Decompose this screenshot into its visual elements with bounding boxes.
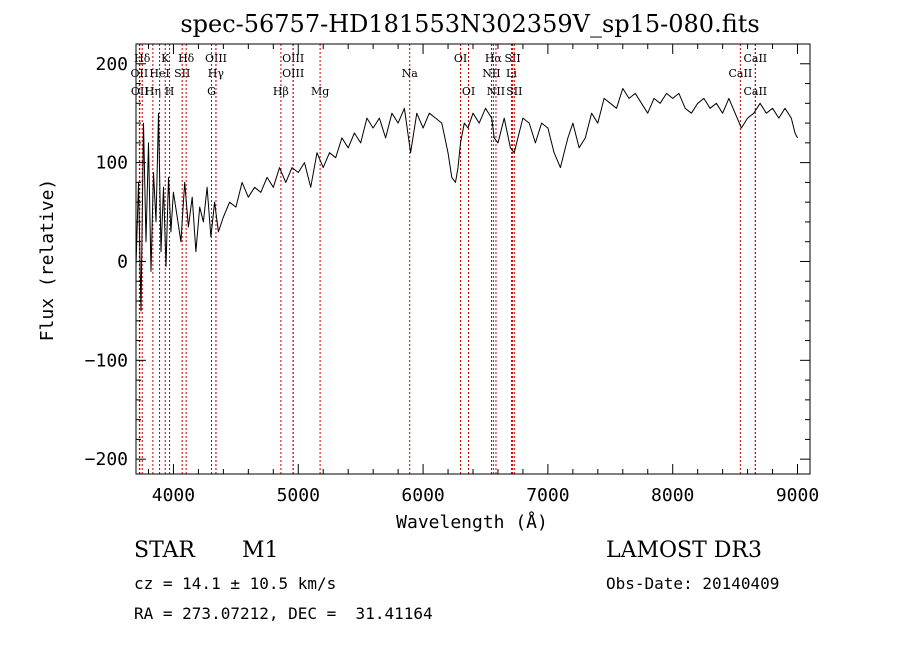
y-tick-label: −100	[85, 350, 128, 371]
line-marker-label: CaII	[743, 85, 767, 98]
y-tick-label: 100	[95, 153, 128, 174]
x-tick-label: 4000	[152, 485, 195, 506]
x-tick-label: 6000	[401, 485, 444, 506]
line-marker-label: K	[161, 52, 170, 65]
line-marker-label: Hγ	[208, 67, 225, 80]
line-marker-label: NII	[487, 85, 505, 98]
axis-layer: 4000 5000 6000 7000 8000 9000 −200 −100 0 100 200	[85, 44, 819, 506]
x-tick-label: 5000	[277, 485, 320, 506]
line-marker-label: Hα	[485, 52, 503, 65]
line-marker-label: OIII	[282, 67, 304, 80]
line-marker-label: Hβ	[273, 85, 289, 98]
line-marker-label: HeI	[149, 67, 169, 80]
x-tick-label: 9000	[776, 485, 819, 506]
y-axis-label: Flux (relative)	[37, 179, 58, 342]
x-tick-label: 8000	[651, 485, 694, 506]
spectrum-line	[135, 88, 798, 312]
line-marker-label: OIII	[282, 52, 304, 65]
line-marker-label: OIII	[205, 52, 227, 65]
line-marker-label: OI	[462, 85, 475, 98]
line-marker-label: Hδ	[134, 52, 151, 65]
line-marker-label: G	[207, 85, 216, 98]
object-class: STAR	[134, 538, 195, 563]
line-marker-label: Hδ	[178, 52, 195, 65]
redshift-velocity: cz = 14.1 ± 10.5 km/s	[134, 574, 337, 593]
sky-coordinates: RA = 273.07212, DEC = 31.41164	[134, 604, 433, 623]
line-marker-layer: HδOIIOIIHηHeIKHSIIHδOIIIHγGHβOIIIOIIIMgN…	[131, 44, 767, 474]
x-tick-label: 7000	[526, 485, 569, 506]
line-marker-label: H	[165, 85, 175, 98]
data-layer	[135, 88, 798, 312]
line-marker-label: SII	[504, 52, 520, 65]
line-marker-label: Na	[402, 67, 419, 80]
survey-name: LAMOST DR3	[606, 538, 762, 563]
line-marker-label: NII	[482, 67, 500, 80]
line-marker-label: CaII	[729, 67, 753, 80]
line-marker-label: SII	[506, 85, 522, 98]
object-subclass: M1	[242, 538, 279, 563]
line-marker-label: OI	[454, 52, 467, 65]
chart-title: spec-56757-HD181553N302359V_sp15-080.fit…	[180, 10, 759, 38]
line-marker-label: Mg	[311, 85, 329, 98]
y-tick-label: 200	[95, 54, 128, 75]
line-marker-label: CaII	[743, 52, 767, 65]
x-axis-label: Wavelength (Å)	[396, 511, 548, 533]
plot-frame	[135, 43, 811, 475]
line-marker-label: Li	[506, 67, 517, 80]
line-marker-label: Hη	[145, 85, 161, 98]
y-tick-label: −200	[85, 449, 128, 470]
observation-date: Obs-Date: 20140409	[606, 574, 780, 593]
line-marker-label: SII	[174, 67, 190, 80]
y-tick-label: 0	[117, 251, 128, 272]
line-marker-label: OII	[131, 85, 149, 98]
